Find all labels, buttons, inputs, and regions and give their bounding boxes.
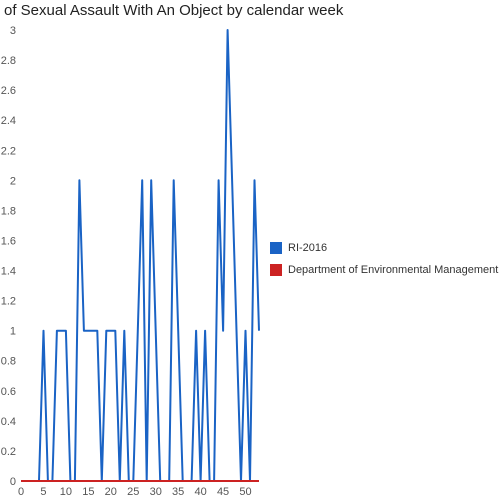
y-tick-label: 2.4 <box>1 115 16 127</box>
y-tick-label: 1 <box>10 326 16 338</box>
y-tick-label: 0.2 <box>1 446 16 458</box>
x-tick-label: 35 <box>172 486 184 498</box>
x-tick-label: 15 <box>82 486 94 498</box>
y-tick-label: 0 <box>10 476 16 488</box>
legend-item-dem[interactable]: Department of Environmental Management <box>270 259 498 281</box>
y-tick-label: 1.4 <box>1 266 16 278</box>
x-tick-label: 10 <box>60 486 72 498</box>
y-tick-label: 1.6 <box>1 235 16 247</box>
x-tick-label: 40 <box>194 486 206 498</box>
y-tick-label: 1.2 <box>1 296 16 308</box>
legend-label-dem: Department of Environmental Management <box>288 264 499 276</box>
y-tick-label: 0.8 <box>1 356 16 368</box>
y-tick-label: 3 <box>10 25 16 37</box>
y-tick-label: 0.4 <box>1 416 16 428</box>
series-layer <box>21 29 260 482</box>
y-tick-label: 2.2 <box>1 145 16 157</box>
y-tick-label: 0.6 <box>1 386 16 398</box>
series-line-ri-2016 <box>21 29 260 482</box>
legend-label-ri-2016: RI-2016 <box>288 242 328 254</box>
y-tick-label: 2.8 <box>1 55 16 67</box>
legend-swatch-ri-2016 <box>270 242 282 254</box>
y-tick-label: 2 <box>10 175 16 187</box>
legend: RI-2016 Department of Environmental Mana… <box>270 237 498 281</box>
x-tick-label: 20 <box>105 486 117 498</box>
x-axis: 0 5 10 15 20 25 30 35 40 45 50 <box>18 486 252 498</box>
x-tick-label: 45 <box>217 486 229 498</box>
legend-swatch-dem <box>270 264 282 276</box>
y-tick-label: 2.6 <box>1 85 16 97</box>
x-tick-label: 30 <box>150 486 162 498</box>
chart-title: of Sexual Assault With An Object by cale… <box>4 2 344 19</box>
y-axis: 0 0.2 0.4 0.6 0.8 1 1.2 1.4 1.6 1.8 2 2.2 2.4 2.6 2.8 3 <box>1 25 16 488</box>
legend-item-ri-2016[interactable]: RI-2016 <box>270 237 498 259</box>
x-tick-label: 0 <box>18 486 24 498</box>
x-tick-label: 50 <box>239 486 251 498</box>
y-tick-label: 1.8 <box>1 205 16 217</box>
x-tick-label: 25 <box>127 486 139 498</box>
x-tick-label: 5 <box>40 486 46 498</box>
